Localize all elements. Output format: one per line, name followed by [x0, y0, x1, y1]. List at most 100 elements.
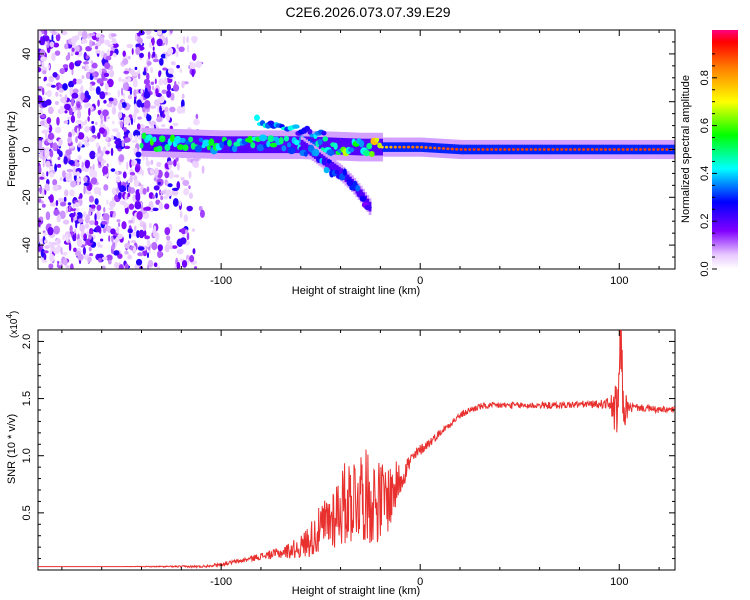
heatmap-band-cell: [327, 158, 330, 169]
heatmap-noise-cell: [48, 76, 54, 80]
heatmap-peak-cell: [374, 137, 380, 143]
heatmap-peak-cell: [323, 166, 330, 174]
heatmap-noise-cell: [189, 254, 195, 263]
heatmap-noise-cell: [133, 231, 137, 237]
heatmap-noise-cell: [102, 165, 109, 175]
heatmap-band-cell: [337, 166, 341, 177]
heatmap-noise-cell: [89, 150, 96, 160]
heatmap-peak-cell: [433, 146, 437, 150]
heatmap-band-cell: [141, 133, 145, 151]
heatmap-noise-cell: [57, 156, 61, 161]
heatmap-noise-cell: [173, 174, 180, 178]
heatmap-noise-cell: [136, 123, 141, 130]
heatmap-noise-cell: [176, 248, 184, 255]
heatmap-noise-cell: [136, 210, 143, 220]
heatmap-noise-cell: [75, 136, 78, 144]
heatmap-noise-cell: [68, 80, 75, 88]
heatmap-peak-cell: [369, 151, 375, 158]
heatmap-noise-cell: [165, 189, 172, 197]
heatmap-noise-cell: [48, 263, 54, 269]
heatmap-peak-cell: [169, 134, 176, 143]
heatmap-noise-cell: [65, 55, 69, 61]
heatmap-noise-cell: [98, 127, 105, 134]
heatmap-noise-cell: [108, 235, 111, 242]
heatmap-peak-cell: [665, 148, 669, 151]
snr-x-ticks: -100 0 100: [61, 330, 660, 588]
heatmap-band-cell: [331, 162, 335, 172]
heatmap-noise-cell: [89, 105, 93, 111]
heatmap-noise-cell: [137, 116, 142, 120]
heatmap-noise-cell: [111, 187, 118, 196]
heatmap-peak-cell: [393, 145, 397, 149]
heatmap-noise-cell: [183, 214, 188, 223]
heatmap-noise-cell: [176, 105, 183, 114]
heatmap-peak-cell: [485, 148, 489, 151]
heatmap-band-cell: [373, 138, 377, 156]
heatmap-noise-cell: [180, 99, 185, 109]
heatmap-noise-cell: [147, 259, 154, 268]
heatmap-noise-cell: [63, 156, 68, 165]
heatmap-noise-cell: [179, 210, 183, 219]
heatmap-band-cell: [329, 160, 333, 171]
heatmap-noise-cell: [98, 187, 102, 192]
heatmap-noise-cell: [166, 114, 171, 122]
heatmap-noise-cell: [91, 125, 96, 134]
heatmap-peak-cell: [599, 148, 603, 151]
heatmap-noise-cell: [46, 89, 52, 98]
heatmap-peak-cell: [246, 135, 254, 144]
heatmap-noise-cell: [90, 60, 94, 64]
heatmap-noise-cell: [57, 260, 60, 264]
heatmap-noise-cell: [43, 30, 48, 37]
colorbar-tick-label: 0.8: [699, 70, 711, 85]
heatmap-noise-cell: [143, 78, 151, 85]
heatmap-peak-cell: [634, 148, 638, 151]
heatmap-noise-cell: [52, 142, 58, 151]
heatmap-noise-cell: [73, 247, 77, 252]
heatmap-noise-cell: [110, 228, 116, 235]
heatmap-branch-cell: [307, 128, 313, 135]
heatmap-noise-cell: [82, 211, 87, 219]
heatmap-cells: [38, 30, 675, 269]
heatmap-noise-cell: [41, 61, 45, 67]
heatmap-noise-cell: [190, 62, 196, 70]
heatmap-noise-cell: [38, 165, 42, 174]
heatmap-noise-cell: [106, 103, 113, 108]
heatmap-noise-cell: [106, 133, 109, 142]
heatmap-noise-cell: [66, 169, 74, 173]
heatmap-noise-cell: [151, 230, 157, 234]
heatmap-noise-cell: [55, 200, 59, 207]
heatmap-peak-cell: [176, 144, 184, 151]
heatmap-noise-cell: [71, 68, 74, 76]
heatmap-peak-cell: [380, 145, 384, 149]
heatmap-noise-cell: [62, 219, 70, 225]
heatmap-band-cell: [148, 134, 151, 151]
heatmap-peak-cell: [164, 143, 171, 152]
heatmap-band-cell: [231, 136, 235, 154]
heatmap-peak-cell: [638, 148, 643, 151]
heatmap-noise-cell: [193, 118, 200, 126]
heatmap-branch-cell: [321, 130, 327, 136]
heatmap-noise-cell: [55, 91, 59, 97]
heatmap-noise-cell: [75, 171, 80, 177]
heatmap-noise-cell: [42, 232, 48, 236]
heatmap-noise-cell: [76, 177, 81, 183]
heatmap-noise-cell: [104, 39, 111, 46]
heatmap-noise-cell: [109, 211, 114, 215]
heatmap-peak-cell: [630, 148, 634, 151]
heatmap-band-cell: [327, 137, 331, 155]
snr-multiplier: (x104): [5, 311, 20, 338]
heatmap-noise-cell: [94, 76, 98, 81]
heatmap-branch-cell: [254, 114, 260, 122]
heatmap-noise-cell: [102, 213, 110, 221]
heatmap-peak-cell: [441, 147, 446, 150]
heatmap-noise-cell: [56, 148, 61, 155]
heatmap-noise-cell: [115, 175, 121, 183]
heatmap-noise-cell: [38, 66, 42, 73]
heatmap-noise-cell: [176, 44, 179, 49]
heatmap-peak-cell: [194, 145, 203, 153]
heatmap-noise-cell: [93, 72, 96, 77]
heatmap-noise-cell: [89, 168, 94, 177]
heatmap-peak-cell: [267, 135, 275, 143]
heatmap-x-tick-label: -100: [210, 275, 232, 287]
heatmap-x-ticks: -100 0 100: [61, 30, 660, 287]
